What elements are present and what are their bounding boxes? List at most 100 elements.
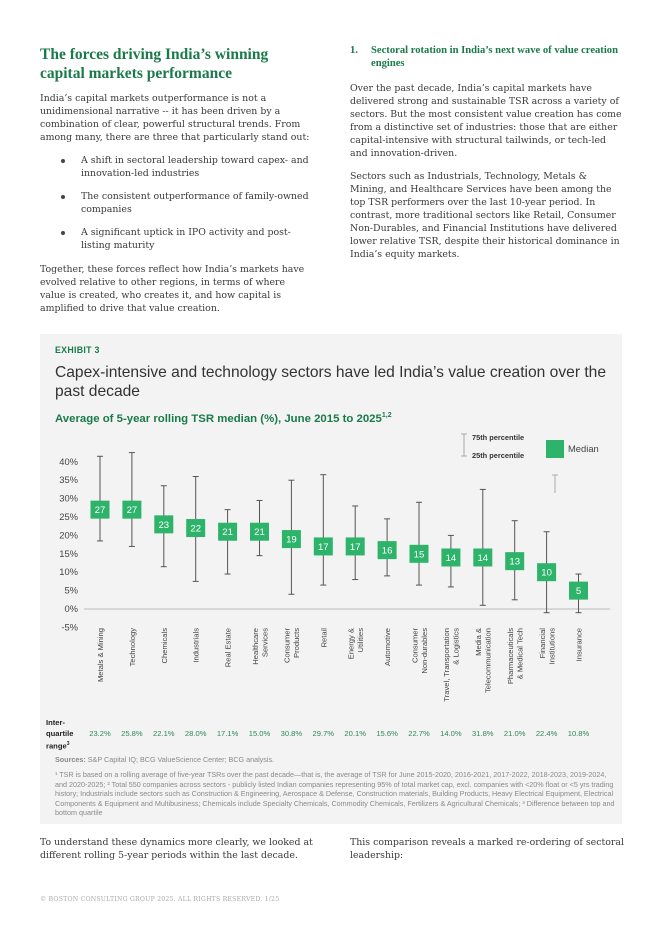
iqr-value: 15.0% xyxy=(249,729,271,738)
section-number: 1. xyxy=(350,45,358,56)
category-label: Insurance xyxy=(575,628,584,661)
median-value-label: 21 xyxy=(254,527,265,538)
category-label: Energy & xyxy=(346,628,355,659)
median-box xyxy=(281,530,301,549)
median-box xyxy=(473,548,493,567)
list-item: A shift in sectoral leadership toward ca… xyxy=(61,154,312,180)
category-label: Financial xyxy=(538,628,547,659)
category-label: Real Estate xyxy=(224,628,233,667)
right-paragraph-2: Sectors such as Industrials, Technology,… xyxy=(350,171,620,260)
forces-list: A shift in sectoral leadership toward ca… xyxy=(40,154,312,252)
median-value-label: 22 xyxy=(190,524,201,535)
y-tick-label: 20% xyxy=(59,529,78,540)
iqr-row-label: Inter- quartile range3 xyxy=(46,718,74,751)
median-box xyxy=(122,500,142,519)
category-label: & Medical Tech xyxy=(515,628,524,679)
category-label: Automotive xyxy=(383,628,392,666)
category-label: Technology xyxy=(128,628,137,667)
median-box xyxy=(537,563,557,582)
category-label: Institutions xyxy=(547,628,556,665)
iqr-value: 10.8% xyxy=(568,729,590,738)
category-label: Travel, Transportation xyxy=(442,628,451,702)
y-tick-label: 15% xyxy=(59,548,78,559)
category-label: Media & xyxy=(474,628,483,656)
right-paragraph-1: Over the past decade, India’s capital ma… xyxy=(350,83,622,159)
iqr-value: 28.0% xyxy=(185,729,207,738)
legend-p75-label: 75th percentile xyxy=(472,433,524,442)
median-box xyxy=(313,537,333,556)
category-label: Metals & Mining xyxy=(96,628,105,682)
iqr-value: 22.7% xyxy=(408,729,430,738)
iqr-value: 14.0% xyxy=(440,729,462,738)
median-box xyxy=(186,519,206,538)
median-box xyxy=(409,544,429,563)
median-value-label: 14 xyxy=(477,553,488,564)
category-label: Non-durables xyxy=(420,628,429,674)
iqr-value: 21.0% xyxy=(504,729,526,738)
median-value-label: 16 xyxy=(382,546,393,557)
list-item: A significant uptick in IPO activity and… xyxy=(61,226,312,252)
right-column: 1. Sectoral rotation in India’s next wav… xyxy=(350,44,625,261)
median-value-label: 19 xyxy=(286,535,297,546)
median-value-label: 13 xyxy=(509,557,520,568)
iqr-value: 15.6% xyxy=(376,729,398,738)
iqr-value: 23.2% xyxy=(89,729,111,738)
y-tick-label: -5% xyxy=(61,621,78,632)
bullet-dot-icon xyxy=(61,195,65,199)
median-box xyxy=(377,541,397,560)
iqr-value: 22.4% xyxy=(536,729,558,738)
y-tick-label: 30% xyxy=(59,493,78,504)
section-title: Sectoral rotation in India’s next wave o… xyxy=(371,45,618,69)
exhibit-title: Capex-intensive and technology sectors h… xyxy=(55,364,607,400)
section-heading: 1. Sectoral rotation in India’s next wav… xyxy=(350,44,625,70)
iqr-value: 25.8% xyxy=(121,729,143,738)
list-item: The consistent outperformance of family-… xyxy=(61,190,312,216)
median-box xyxy=(218,522,238,541)
together-paragraph: Together, these forces reflect how India… xyxy=(40,264,305,314)
article-title: The forces driving India’s winning capit… xyxy=(40,46,269,82)
copyright-footer: © BOSTON CONSULTING GROUP 2025. ALL RIGH… xyxy=(40,896,280,903)
y-tick-label: 35% xyxy=(59,474,78,485)
y-tick-label: 5% xyxy=(64,585,78,596)
chart-subtitle: Average of 5-year rolling TSR median (%)… xyxy=(55,412,392,425)
median-value-label: 17 xyxy=(350,542,361,553)
median-box xyxy=(441,548,461,567)
legend-p25-label: 25th percentile xyxy=(472,451,524,460)
category-label: Industrials xyxy=(192,628,201,663)
iqr-value: 29.7% xyxy=(313,729,335,738)
legend-median-label: Median xyxy=(568,443,599,454)
iqr-value: 30.8% xyxy=(281,729,303,738)
bullet-dot-icon xyxy=(61,231,65,235)
legend-median-swatch xyxy=(546,440,564,458)
bottom-right-paragraph: This comparison reveals a marked re-orde… xyxy=(350,837,624,861)
median-value-label: 27 xyxy=(127,505,138,516)
iqr-value: 22.1% xyxy=(153,729,175,738)
sources-line: Sources: S&P Capital IQ; BCG ValueScienc… xyxy=(55,755,275,764)
category-label: Utilities xyxy=(356,628,365,653)
bottom-left-paragraph: To understand these dynamics more clearl… xyxy=(40,837,313,861)
left-column: The forces driving India’s winning capit… xyxy=(40,44,312,315)
iqr-value: 17.1% xyxy=(217,729,239,738)
category-label: Pharmaceuticals xyxy=(506,628,515,684)
exhibit-panel: EXHIBIT 3 Capex-intensive and technology… xyxy=(40,334,622,824)
category-label: Products xyxy=(292,628,301,658)
exhibit-label: EXHIBIT 3 xyxy=(55,345,100,355)
median-value-label: 23 xyxy=(158,520,169,531)
median-box xyxy=(250,522,269,541)
median-value-label: 10 xyxy=(541,568,552,579)
category-label: Telecommunication xyxy=(484,628,493,693)
median-value-label: 27 xyxy=(95,505,106,516)
y-tick-label: 25% xyxy=(59,511,78,522)
median-box xyxy=(569,581,588,600)
iqr-value: 31.8% xyxy=(472,729,494,738)
iqr-value: 20.1% xyxy=(344,729,366,738)
bullet-dot-icon xyxy=(61,159,65,163)
median-box xyxy=(154,515,174,534)
tsr-box-chart: 40% 35% 30% 25% 20% 15% 10% 5% 0% -5% 75th percent… xyxy=(59,433,610,738)
category-label: Consumer xyxy=(283,628,292,663)
median-box xyxy=(505,552,525,571)
footnote: ¹ TSR is based on a rolling average of f… xyxy=(55,770,615,818)
intro-paragraph: India’s capital markets outperformance i… xyxy=(40,93,310,143)
y-tick-label: 10% xyxy=(59,566,78,577)
y-tick-label: 40% xyxy=(59,456,78,467)
